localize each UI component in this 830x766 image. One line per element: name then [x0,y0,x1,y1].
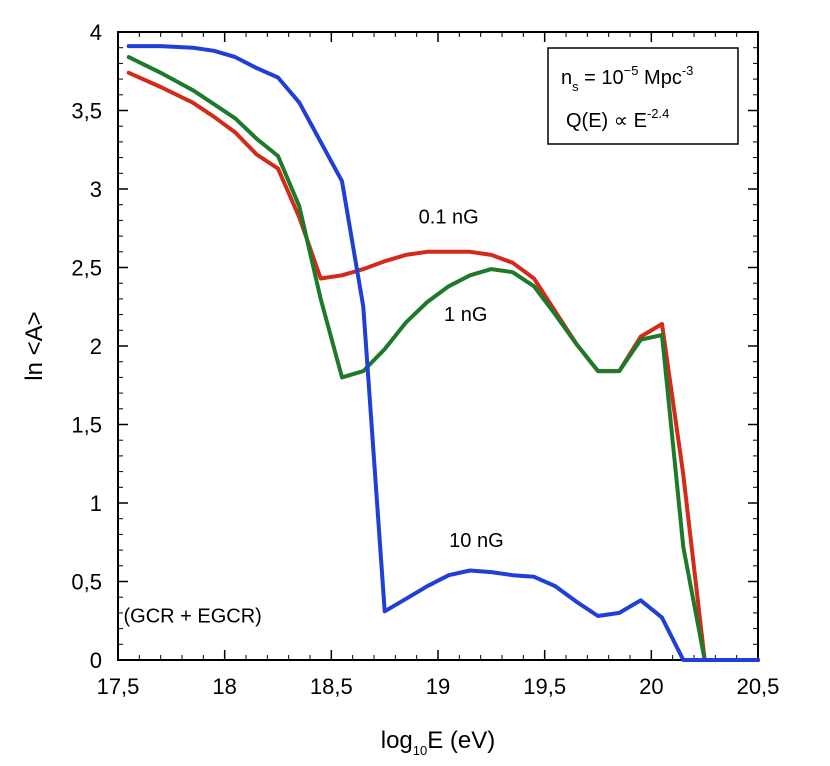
annotation-label: 0.1 nG [419,207,479,229]
x-tick-label: 18 [212,674,236,699]
y-tick-label: 0,5 [71,570,102,595]
y-tick-label: 1,5 [71,413,102,438]
annotation-label: 1 nG [444,304,487,326]
legend-box: ns = 10−5 Mpc-3 Q(E) ∝ E-2.4 [547,47,739,145]
x-tick-label: 18,5 [310,674,353,699]
x-tick-label: 17,5 [97,674,140,699]
x-tick-label: 20 [639,674,663,699]
legend-line-2: Q(E) ∝ E-2.4 [566,106,669,132]
x-tick-label: 20,5 [737,674,780,699]
y-tick-label: 3,5 [71,99,102,124]
x-tick-label: 19,5 [523,674,566,699]
y-tick-label: 4 [90,20,102,45]
y-tick-label: 2,5 [71,256,102,281]
series-line-0-1-ng [126,70,760,662]
y-tick-label: 0 [90,648,102,673]
x-tick-label: 19 [426,674,450,699]
y-tick-label: 3 [90,177,102,202]
series-line-1-ng [126,55,760,662]
y-axis-title: ln <A> [21,311,48,380]
y-tick-label: 1 [90,491,102,516]
axis-ticks: 17,5 18 18,5 19 19,5 20 20,5 0 0,5 1 1,5 2 2,5 3 3,5 4 [71,20,779,699]
series-line-10-ng [126,44,760,662]
annotations: 0.1 nG 1 nG 10 nG (GCR + EGCR) [123,207,503,628]
x-axis-title: log10E (eV) [381,727,496,758]
legend-line-1: ns = 10−5 Mpc-3 [561,63,693,94]
annotation-label: (GCR + EGCR) [123,605,261,627]
series-lines [126,44,760,662]
annotation-label: 10 nG [449,530,503,552]
legend-frame [547,47,739,145]
y-tick-label: 2 [90,334,102,359]
